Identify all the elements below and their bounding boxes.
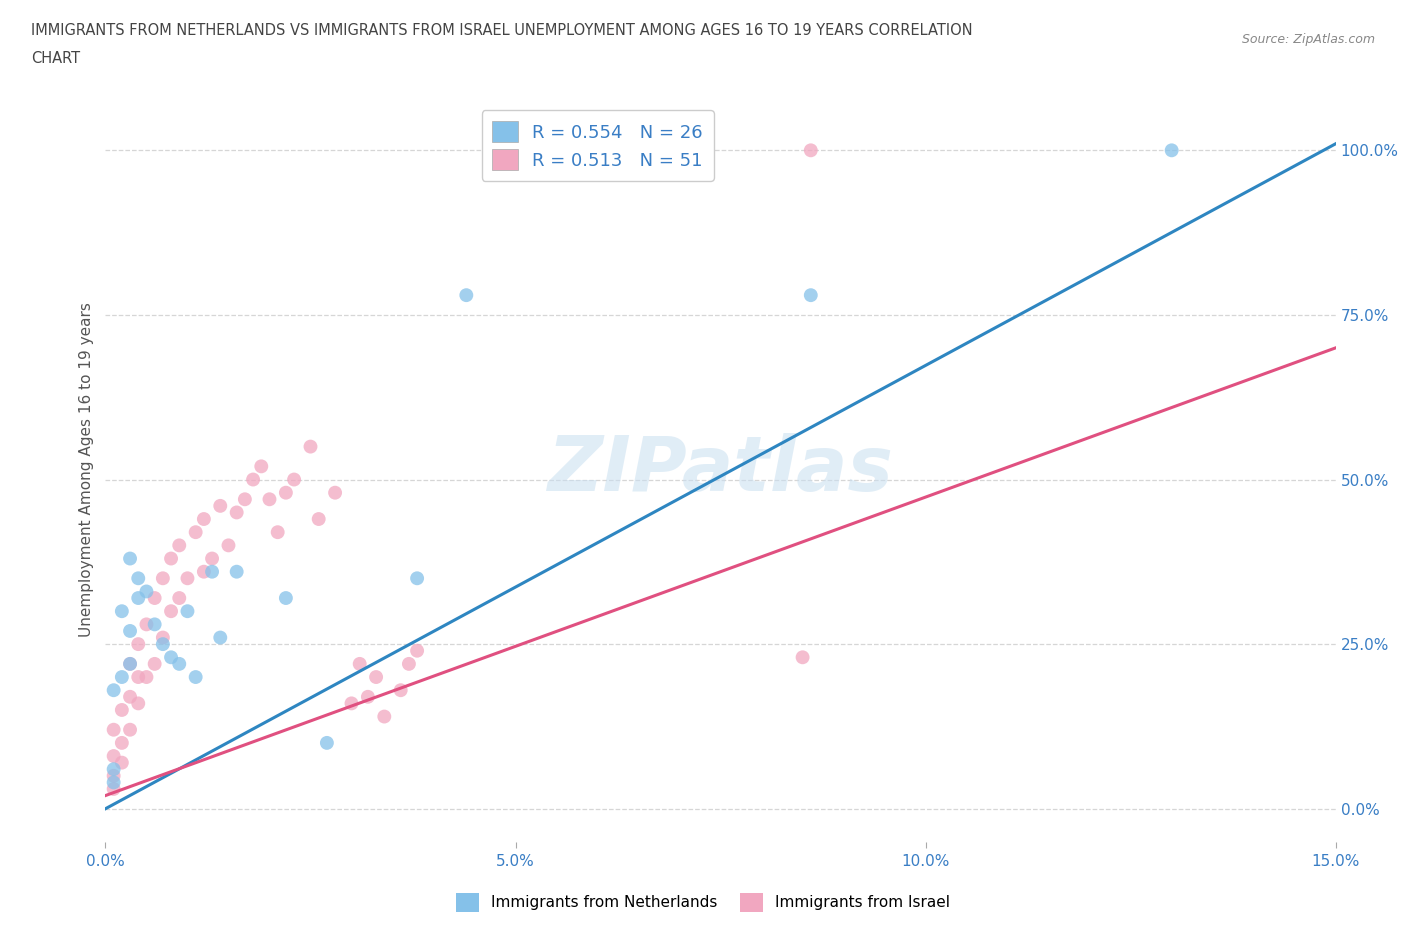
Point	[456, 287, 478, 302]
Point	[160, 551, 183, 566]
Point	[120, 623, 141, 638]
Point	[152, 571, 174, 586]
Point	[135, 584, 157, 599]
Point	[800, 143, 823, 158]
Point	[193, 512, 215, 526]
Point	[184, 670, 207, 684]
Point	[143, 657, 166, 671]
Point	[127, 571, 149, 586]
Point	[398, 657, 420, 671]
Point	[127, 670, 149, 684]
Point	[169, 538, 191, 552]
Point	[340, 696, 363, 711]
Point	[274, 485, 297, 500]
Point	[316, 736, 339, 751]
Point	[103, 683, 125, 698]
Text: Source: ZipAtlas.com: Source: ZipAtlas.com	[1241, 33, 1375, 46]
Point	[349, 657, 371, 671]
Point	[111, 702, 134, 717]
Point	[267, 525, 290, 539]
Point	[103, 749, 125, 764]
Point	[143, 617, 166, 631]
Point	[323, 485, 346, 500]
Point	[120, 657, 141, 671]
Point	[169, 591, 191, 605]
Point	[201, 551, 224, 566]
Point	[218, 538, 240, 552]
Text: ZIPatlas: ZIPatlas	[547, 432, 894, 507]
Point	[143, 591, 166, 605]
Point	[127, 591, 149, 605]
Point	[308, 512, 330, 526]
Point	[120, 551, 141, 566]
Point	[111, 670, 134, 684]
Point	[184, 525, 207, 539]
Point	[209, 498, 232, 513]
Point	[366, 670, 388, 684]
Point	[357, 689, 380, 704]
Point	[127, 637, 149, 652]
Point	[373, 709, 395, 724]
Point	[406, 644, 429, 658]
Point	[233, 492, 256, 507]
Point	[250, 458, 273, 473]
Point	[792, 650, 814, 665]
Point	[103, 781, 125, 796]
Point	[242, 472, 264, 487]
Point	[111, 736, 134, 751]
Point	[1160, 143, 1182, 158]
Y-axis label: Unemployment Among Ages 16 to 19 years: Unemployment Among Ages 16 to 19 years	[79, 302, 94, 637]
Point	[160, 604, 183, 618]
Point	[160, 650, 183, 665]
Point	[406, 571, 429, 586]
Point	[127, 696, 149, 711]
Legend: Immigrants from Netherlands, Immigrants from Israel: Immigrants from Netherlands, Immigrants …	[450, 887, 956, 918]
Point	[283, 472, 305, 487]
Text: IMMIGRANTS FROM NETHERLANDS VS IMMIGRANTS FROM ISRAEL UNEMPLOYMENT AMONG AGES 16: IMMIGRANTS FROM NETHERLANDS VS IMMIGRANT…	[31, 23, 973, 38]
Point	[299, 439, 322, 454]
Point	[259, 492, 281, 507]
Point	[120, 689, 141, 704]
Point	[225, 505, 247, 520]
Point	[135, 617, 157, 631]
Point	[111, 604, 134, 618]
Point	[120, 723, 141, 737]
Point	[201, 565, 224, 579]
Point	[120, 657, 141, 671]
Point	[176, 604, 198, 618]
Point	[169, 657, 191, 671]
Point	[152, 631, 174, 645]
Point	[103, 723, 125, 737]
Point	[135, 670, 157, 684]
Point	[176, 571, 198, 586]
Point	[103, 775, 125, 790]
Point	[800, 287, 823, 302]
Point	[209, 631, 232, 645]
Point	[225, 565, 247, 579]
Point	[389, 683, 412, 698]
Legend: R = 0.554   N = 26, R = 0.513   N = 51: R = 0.554 N = 26, R = 0.513 N = 51	[481, 111, 714, 181]
Point	[103, 768, 125, 783]
Text: CHART: CHART	[31, 51, 80, 66]
Point	[152, 637, 174, 652]
Point	[111, 755, 134, 770]
Point	[193, 565, 215, 579]
Point	[274, 591, 297, 605]
Point	[103, 762, 125, 777]
